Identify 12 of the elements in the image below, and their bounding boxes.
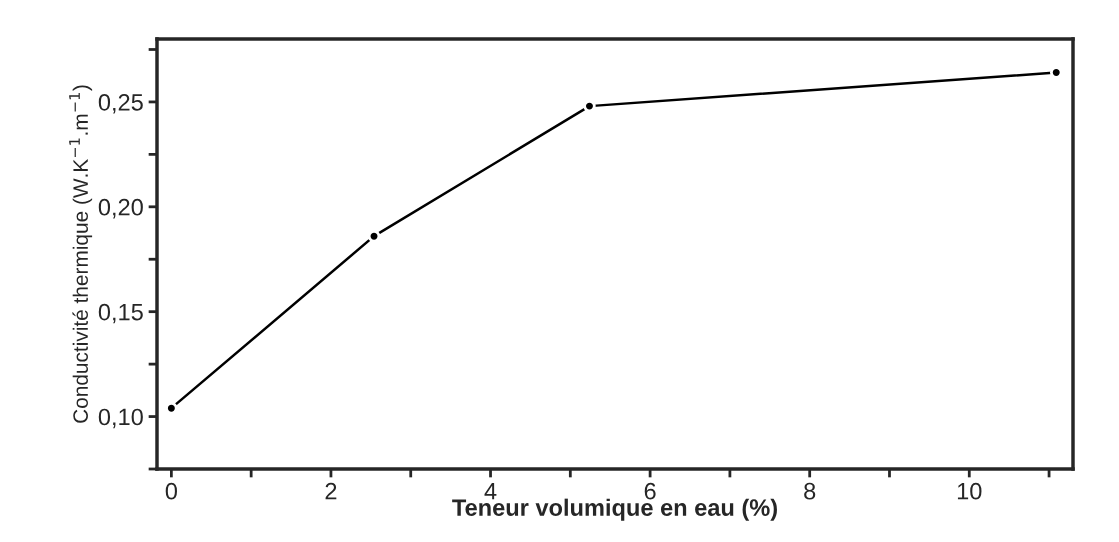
y-tick-label: 0,25 [98, 93, 143, 114]
y-tick-label: 0,10 [98, 408, 143, 429]
x-axis-title: Teneur volumique en eau (%) [452, 498, 777, 521]
y-axis-title: Conductivité thermique (W.K$^{−1}$.m$^{−1}$) [69, 85, 93, 423]
x-tick-label: 0 [165, 482, 178, 500]
y-tick-label: 0,15 [98, 303, 143, 324]
y-tick-label: 0,20 [98, 198, 143, 219]
x-tick-label: 4 [484, 483, 497, 500]
x-tick-label: 6 [644, 482, 656, 500]
x-tick-label: 10 [957, 482, 982, 500]
x-tick-label: 2 [325, 482, 337, 500]
x-tick-label: 8 [804, 482, 816, 500]
